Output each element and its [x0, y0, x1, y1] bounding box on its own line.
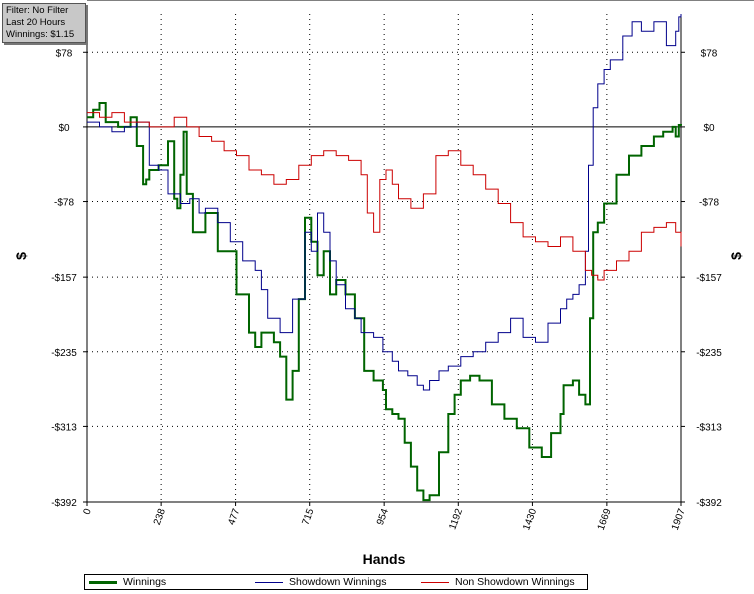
legend-swatch-non-showdown [421, 581, 449, 583]
y-tick-label-right: $0 [703, 123, 715, 134]
y-tick-label-right: -$235 [696, 348, 722, 359]
legend-item-non-showdown: Non Showdown Winnings [421, 575, 575, 589]
y-tick-label-left: -$157 [51, 273, 77, 284]
legend-label-winnings: Winnings [123, 576, 167, 588]
y-axis-title-left: $ [13, 252, 29, 260]
chart-legend: Winnings Showdown Winnings Non Showdown … [84, 574, 588, 590]
grid-lines [87, 14, 681, 503]
y-tick-label-right: -$313 [696, 422, 722, 433]
y-tick-label-left: -$313 [51, 422, 77, 433]
non-showdown-winnings-line [87, 112, 682, 281]
x-tick-label: 1907 [670, 507, 688, 532]
y-tick-label-left: $0 [58, 123, 70, 134]
showdown-winnings-line [87, 14, 682, 391]
legend-item-showdown: Showdown Winnings [255, 575, 386, 589]
y-tick-label-left: -$235 [51, 348, 77, 359]
y-tick-label-left: $78 [56, 48, 73, 59]
x-tick-label: 1430 [521, 507, 539, 532]
y-tick-label-right: $78 [701, 48, 718, 59]
x-tick-label: 238 [152, 507, 168, 527]
x-tick-label: 1192 [447, 507, 465, 531]
x-tick-label: 715 [300, 507, 316, 527]
x-tick-label: 1669 [596, 507, 614, 532]
y-tick-label-left: -$78 [54, 198, 74, 209]
y-tick-label-right: -$392 [696, 498, 722, 509]
chart-series [87, 14, 682, 502]
filter-info-box: Filter: No Filter Last 20 Hours Winnings… [2, 3, 86, 43]
y-axis-title-right: $ [728, 252, 744, 260]
x-tick-label: 954 [375, 507, 391, 527]
winnings-line [87, 102, 682, 502]
legend-label-non-showdown: Non Showdown Winnings [455, 576, 575, 588]
x-tick-label: 0 [82, 507, 94, 516]
y-tick-label-left: -$392 [51, 498, 77, 509]
tick-labels: 0 238 477 715 954 1192 1430 1669 1907 $78 $78 $0 $0 -… [51, 48, 722, 532]
chart-axes [83, 0, 754, 506]
y-tick-label-right: -$157 [696, 273, 722, 284]
winnings-label: Winnings: $1.15 [6, 29, 75, 40]
y-tick-label-right: -$78 [699, 198, 719, 209]
legend-item-winnings: Winnings [89, 575, 166, 589]
filter-label: Filter: No Filter [6, 5, 69, 16]
x-axis-title: Hands [363, 551, 406, 567]
legend-swatch-showdown [255, 581, 283, 583]
x-tick-label: 477 [226, 507, 242, 527]
legend-label-showdown: Showdown Winnings [289, 576, 387, 588]
time-range-label: Last 20 Hours [6, 17, 66, 28]
legend-swatch-winnings [89, 580, 117, 584]
